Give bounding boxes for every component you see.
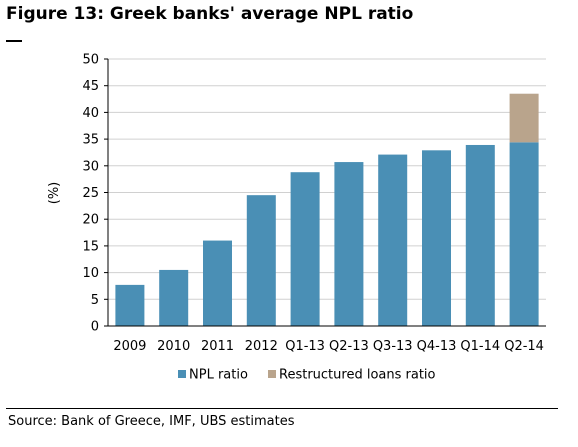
legend-label: Restructured loans ratio [279,368,436,383]
bars [115,93,539,326]
legend-swatch [268,370,276,378]
x-tick-label: 2009 [113,339,146,354]
x-tick-labels: 2009 2010 2011 2012 Q1-13 Q2-13 Q3-13 Q4-13 Q1-1… [113,339,544,354]
x-tick-label: Q2-13 [329,339,369,354]
y-tick-label: 0 [91,320,99,335]
x-tick-label: Q4-13 [417,339,457,354]
bar-npl-ratio-2009 [115,284,145,326]
y-tick-label: 30 [82,159,99,174]
y-tick-label: 35 [82,133,99,148]
y-tick-label: 15 [82,239,99,254]
x-tick-label: Q3-13 [373,339,413,354]
y-tick-label: 50 [82,53,99,68]
source-divider [6,408,558,409]
legend-label: NPL ratio [189,368,248,383]
y-tick-label: 10 [82,266,99,281]
x-tick-label: Q1-13 [285,339,325,354]
bar-npl-ratio-2010 [159,269,189,326]
bar-npl-ratio-q3-13 [378,154,408,326]
legend-swatch [178,370,186,378]
figure-title: Figure 13: Greek banks' average NPL rati… [6,4,414,24]
bar-npl-ratio-q2-13 [334,162,364,326]
title-rule [6,40,22,42]
bar-npl-ratio-q4-13 [422,150,451,326]
y-tick-label: 20 [82,213,99,228]
bar-npl-ratio-q2-14 [509,142,539,326]
y-tick-label: 45 [82,79,99,94]
x-tick-label: 2011 [201,339,234,354]
x-tick-label: 2012 [245,339,278,354]
bar-npl-ratio-2011 [203,240,232,326]
axes [107,59,546,327]
x-tick-label: Q1-14 [460,339,500,354]
bar-npl-ratio-2012 [246,195,276,326]
y-tick-label: 5 [91,293,99,308]
bar-npl-ratio-q1-13 [290,172,320,326]
y-axis-label: (%) [47,182,62,205]
bar-restructured-loans-ratio-q2-14 [509,93,539,143]
y-tick-labels: 0 5 10 15 20 25 30 35 40 45 50 [82,53,108,335]
source-note: Source: Bank of Greece, IMF, UBS estimat… [8,414,295,429]
bar-npl-ratio-q1-14 [465,144,495,326]
y-tick-label: 40 [82,106,99,121]
y-tick-label: 25 [82,186,99,201]
legend: NPL ratio Restructured loans ratio [178,368,436,383]
x-tick-label: Q2-14 [504,339,544,354]
x-tick-label: 2010 [157,339,190,354]
